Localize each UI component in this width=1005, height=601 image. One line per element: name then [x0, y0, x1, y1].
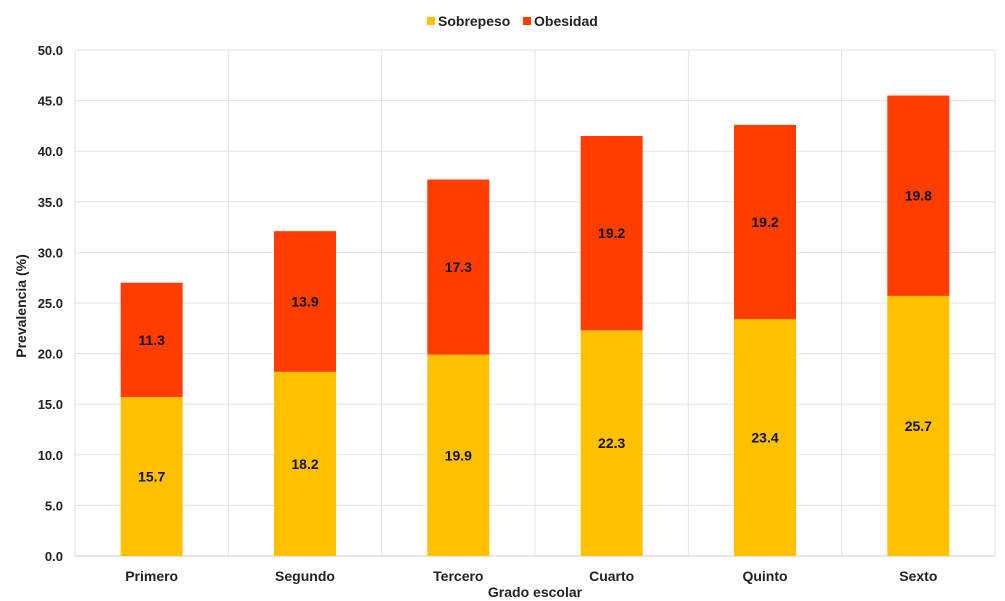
legend-swatch-obesidad	[523, 17, 531, 25]
y-tick-label: 40.0	[38, 144, 63, 159]
data-label-sobrepeso: 25.7	[905, 418, 932, 434]
data-label-obesidad: 19.8	[905, 188, 932, 204]
bar-sobrepeso-segundo	[274, 371, 336, 556]
data-label-sobrepeso: 23.4	[751, 430, 778, 446]
y-tick-label: 50.0	[38, 43, 63, 58]
y-tick-label: 45.0	[38, 94, 63, 109]
data-label-sobrepeso: 15.7	[138, 469, 165, 485]
data-label-sobrepeso: 18.2	[291, 456, 318, 472]
x-tick-label: Segundo	[275, 568, 335, 584]
bar-sobrepeso-quinto	[734, 319, 796, 556]
data-label-obesidad: 11.3	[138, 332, 165, 348]
x-axis: Primero Segundo Tercero Cuarto Quinto Sexto	[125, 568, 937, 584]
y-axis: 0.0 5.0 10.0 15.0 20.0 25.0 30.0 35.0 40.0 45.0 50…	[38, 43, 63, 564]
bar-obesidad-cuarto	[580, 136, 643, 331]
y-tick-label: 0.0	[45, 549, 63, 564]
bars: 15.7 11.3 18.2 13.9 19.9 17.3 22.3 19.2 23.4 19.2…	[120, 95, 950, 556]
bar-sobrepeso-tercero	[427, 354, 490, 556]
data-label-obesidad: 17.3	[445, 259, 472, 275]
bar-sobrepeso-cuarto	[580, 330, 643, 556]
bar-sobrepeso-primero	[120, 397, 183, 556]
x-axis-title: Grado escolar	[488, 584, 583, 600]
x-tick-label: Quinto	[742, 568, 787, 584]
y-tick-label: 30.0	[38, 245, 63, 260]
legend: Sobrepeso Obesidad	[427, 13, 598, 29]
data-label-sobrepeso: 22.3	[598, 435, 625, 451]
y-tick-label: 25.0	[38, 296, 63, 311]
x-tick-label: Tercero	[433, 568, 483, 584]
y-tick-label: 10.0	[38, 448, 63, 463]
y-axis-title: Prevalencia (%)	[13, 254, 29, 358]
data-label-sobrepeso: 19.9	[445, 447, 472, 463]
y-tick-label: 15.0	[38, 397, 63, 412]
bar-obesidad-sexto	[887, 95, 950, 296]
legend-label-sobrepeso: Sobrepeso	[438, 13, 510, 29]
bar-obesidad-segundo	[274, 231, 336, 372]
data-label-obesidad: 19.2	[598, 225, 625, 241]
y-tick-label: 35.0	[38, 195, 63, 210]
legend-swatch-sobrepeso	[427, 17, 435, 25]
x-tick-label: Cuarto	[589, 568, 634, 584]
legend-label-obesidad: Obesidad	[534, 13, 598, 29]
bar-sobrepeso-sexto	[887, 295, 950, 556]
x-tick-label: Sexto	[899, 568, 937, 584]
grid	[74, 49, 996, 557]
bar-obesidad-tercero	[427, 179, 490, 355]
y-tick-label: 20.0	[38, 347, 63, 362]
data-label-obesidad: 19.2	[751, 214, 778, 230]
x-tick-label: Primero	[125, 568, 178, 584]
bar-obesidad-primero	[120, 282, 183, 398]
data-label-obesidad: 13.9	[291, 293, 318, 309]
y-tick-label: 5.0	[45, 498, 63, 513]
bar-obesidad-quinto	[734, 124, 796, 320]
